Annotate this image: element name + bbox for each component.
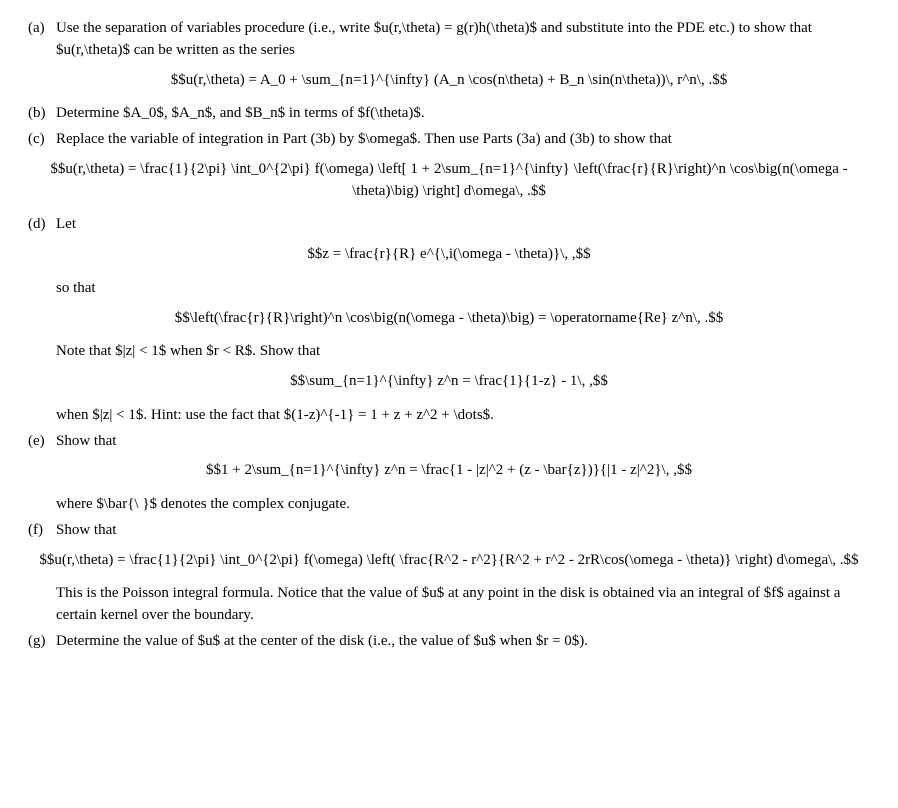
part-d-hint: when $|z| < 1$. Hint: use the fact that … xyxy=(56,405,870,427)
part-d-note: Note that $|z| < 1$ when $r < R$. Show t… xyxy=(56,341,870,363)
part-d-eq3: $$\sum_{n=1}^{\infty} z^n = \frac{1}{1-z… xyxy=(28,371,870,393)
part-c-label: (c) xyxy=(28,129,56,151)
part-d-let: Let xyxy=(56,214,870,236)
part-d-label: (d) xyxy=(28,214,56,236)
part-d-sothat: so that xyxy=(56,278,870,300)
part-f-text: Show that xyxy=(56,520,870,542)
part-a-text: Use the separation of variables procedur… xyxy=(56,18,870,62)
part-a-label: (a) xyxy=(28,18,56,62)
part-e-equation: $$1 + 2\sum_{n=1}^{\infty} z^n = \frac{1… xyxy=(28,460,870,482)
part-d-eq2: $$\left(\frac{r}{R}\right)^n \cos\big(n(… xyxy=(28,308,870,330)
part-d-eq1: $$z = \frac{r}{R} e^{\,i(\omega - \theta… xyxy=(28,244,870,266)
part-c-text: Replace the variable of integration in P… xyxy=(56,129,870,151)
part-f-label: (f) xyxy=(28,520,56,542)
part-e-label: (e) xyxy=(28,431,56,453)
part-g-label: (g) xyxy=(28,631,56,653)
part-b-label: (b) xyxy=(28,103,56,125)
part-c-equation: $$u(r,\theta) = \frac{1}{2\pi} \int_0^{2… xyxy=(28,159,870,203)
part-b-text: Determine $A_0$, $A_n$, and $B_n$ in ter… xyxy=(56,103,870,125)
part-e-text: Show that xyxy=(56,431,870,453)
part-g-text: Determine the value of $u$ at the center… xyxy=(56,631,870,653)
part-e-note: where $\bar{\ }$ denotes the complex con… xyxy=(56,494,870,516)
part-f-note: This is the Poisson integral formula. No… xyxy=(56,583,870,627)
part-f-equation: $$u(r,\theta) = \frac{1}{2\pi} \int_0^{2… xyxy=(28,550,870,572)
part-a-equation: $$u(r,\theta) = A_0 + \sum_{n=1}^{\infty… xyxy=(28,70,870,92)
